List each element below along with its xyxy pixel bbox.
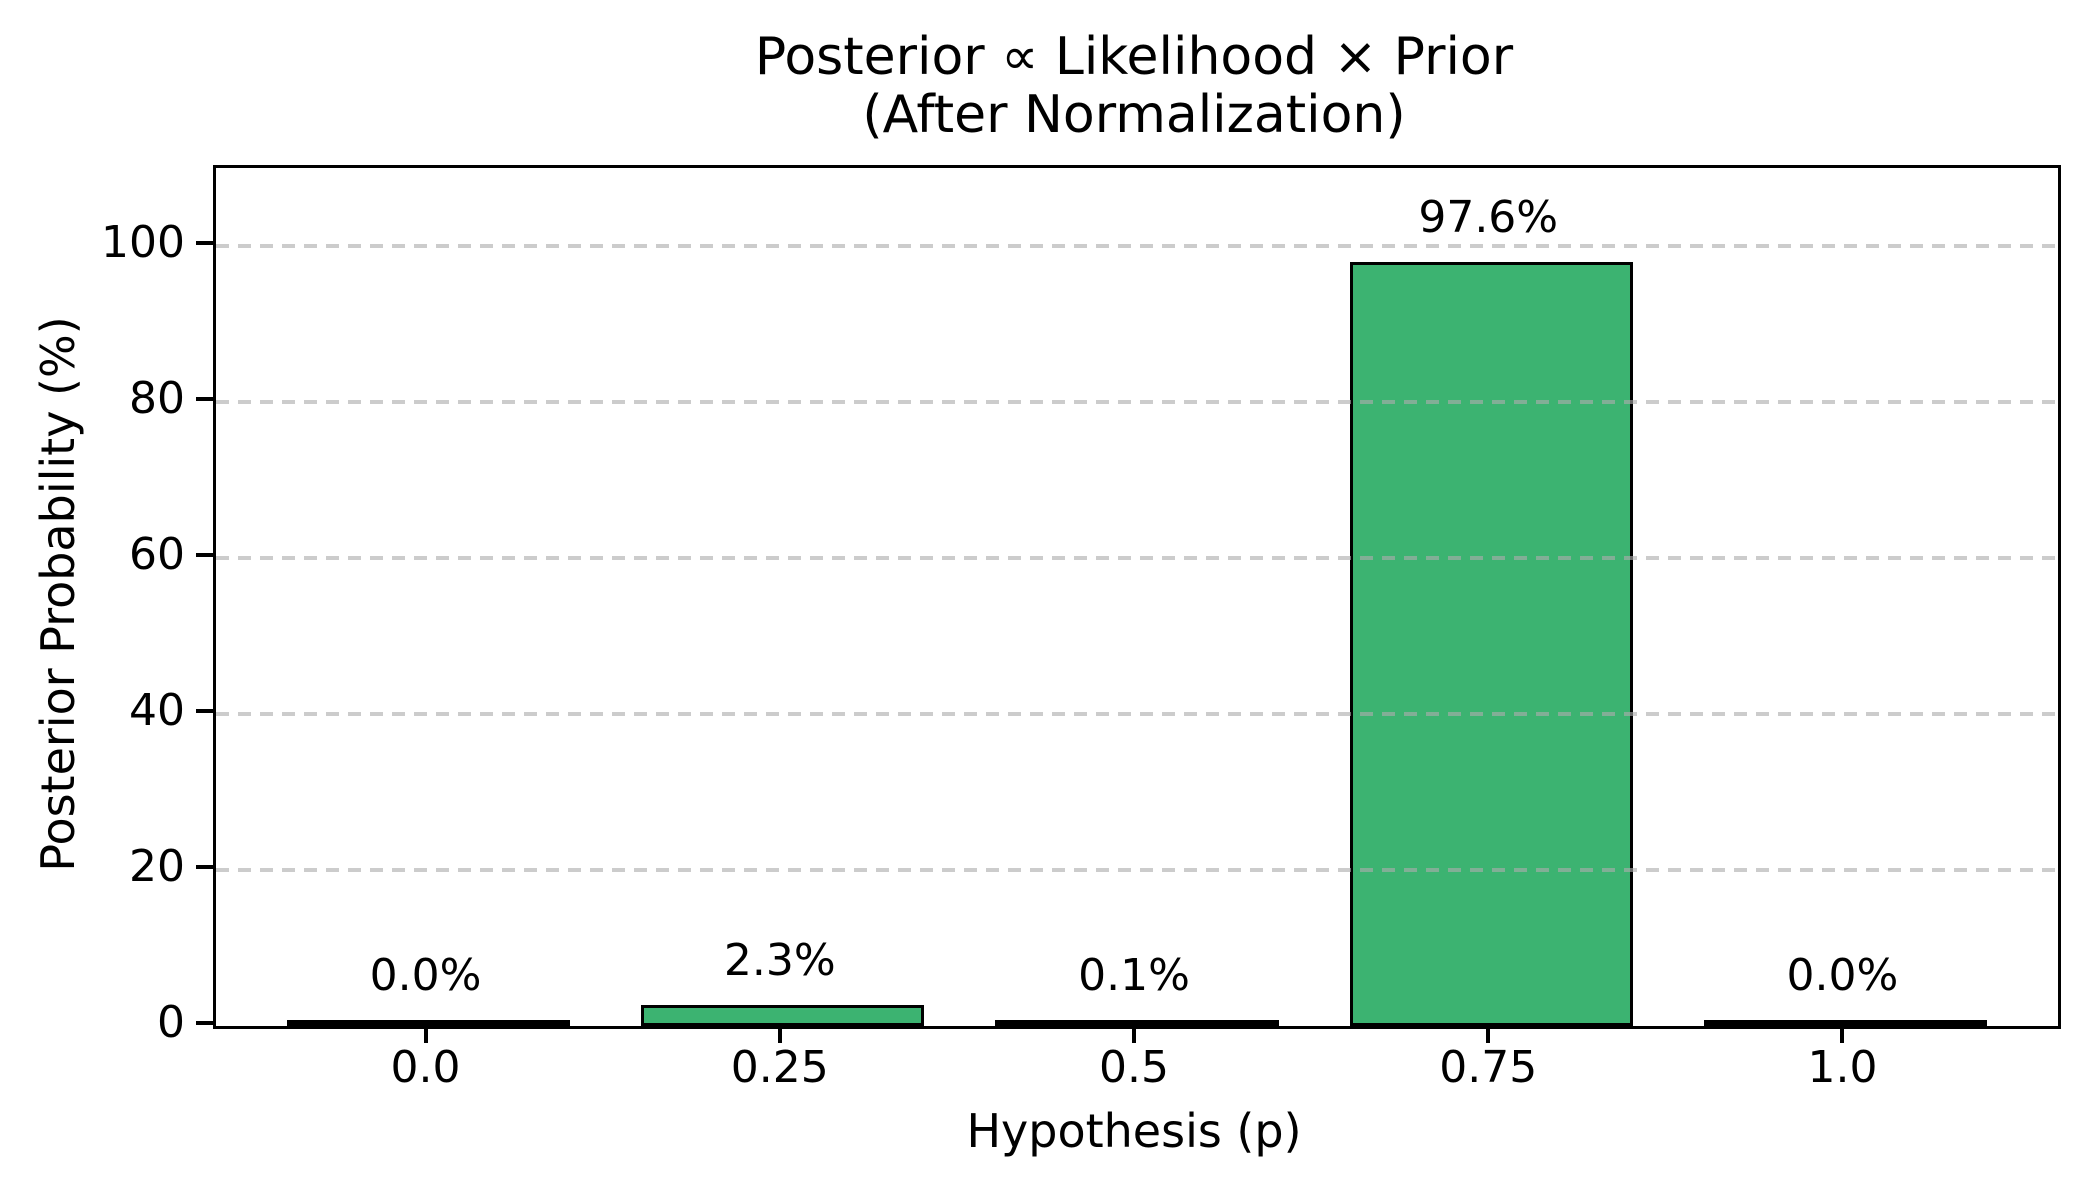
- y-tick-mark-100: [196, 241, 213, 245]
- x-axis-label: Hypothesis (p): [966, 1104, 1302, 1158]
- chart-title-line1: Posterior ∝ Likelihood × Prior: [754, 27, 1514, 87]
- x-tick-mark-0.25: [777, 1026, 782, 1043]
- x-tick-label-0.0: 0.0: [390, 1042, 461, 1093]
- x-tick-mark-0.75: [1486, 1026, 1491, 1043]
- bar-1.0: [1703, 1020, 1988, 1026]
- gridline-y-100: [216, 244, 2058, 248]
- y-tick-label-20: 20: [129, 841, 185, 892]
- gridline-y-40: [216, 712, 2058, 716]
- bar-0.5: [995, 1020, 1279, 1026]
- y-tick-mark-0: [196, 1021, 213, 1025]
- y-tick-mark-20: [196, 865, 213, 869]
- bar-0.25: [641, 1005, 925, 1026]
- plot-area: [213, 165, 2061, 1029]
- gridline-y-20: [216, 868, 2058, 872]
- chart-title-line2: (After Normalization): [862, 85, 1406, 145]
- gridline-y-80: [216, 400, 2058, 404]
- x-tick-label-0.5: 0.5: [1099, 1042, 1169, 1093]
- bar-0.0: [286, 1020, 571, 1026]
- y-tick-label-60: 60: [129, 529, 185, 580]
- y-tick-label-0: 0: [157, 997, 185, 1048]
- y-tick-mark-40: [196, 709, 213, 713]
- bar-value-label-0.0: 0.0%: [369, 950, 482, 1001]
- bar-value-label-0.5: 0.1%: [1078, 950, 1190, 1001]
- x-tick-mark-0.0: [423, 1026, 428, 1043]
- x-tick-mark-0.5: [1132, 1026, 1136, 1043]
- bar-value-label-1.0: 0.0%: [1786, 950, 1899, 1001]
- y-tick-label-40: 40: [129, 685, 185, 736]
- y-tick-mark-80: [196, 397, 213, 401]
- bar-value-label-0.75: 97.6%: [1418, 191, 1559, 243]
- x-tick-label-0.75: 0.75: [1439, 1042, 1538, 1093]
- bar-value-label-0.25: 2.3%: [723, 935, 836, 987]
- gridline-y-60: [216, 556, 2058, 560]
- y-tick-label-100: 100: [101, 217, 185, 268]
- y-tick-mark-60: [196, 553, 213, 557]
- x-tick-mark-1.0: [1840, 1026, 1845, 1043]
- y-axis-label: Posterior Probability (%): [31, 316, 85, 872]
- bar-0.75: [1349, 261, 1633, 1026]
- x-tick-label-0.25: 0.25: [730, 1042, 829, 1093]
- x-tick-label-1.0: 1.0: [1807, 1042, 1878, 1093]
- y-tick-label-80: 80: [129, 373, 185, 424]
- chart-title: Posterior ∝ Likelihood × Prior (After No…: [213, 28, 2055, 144]
